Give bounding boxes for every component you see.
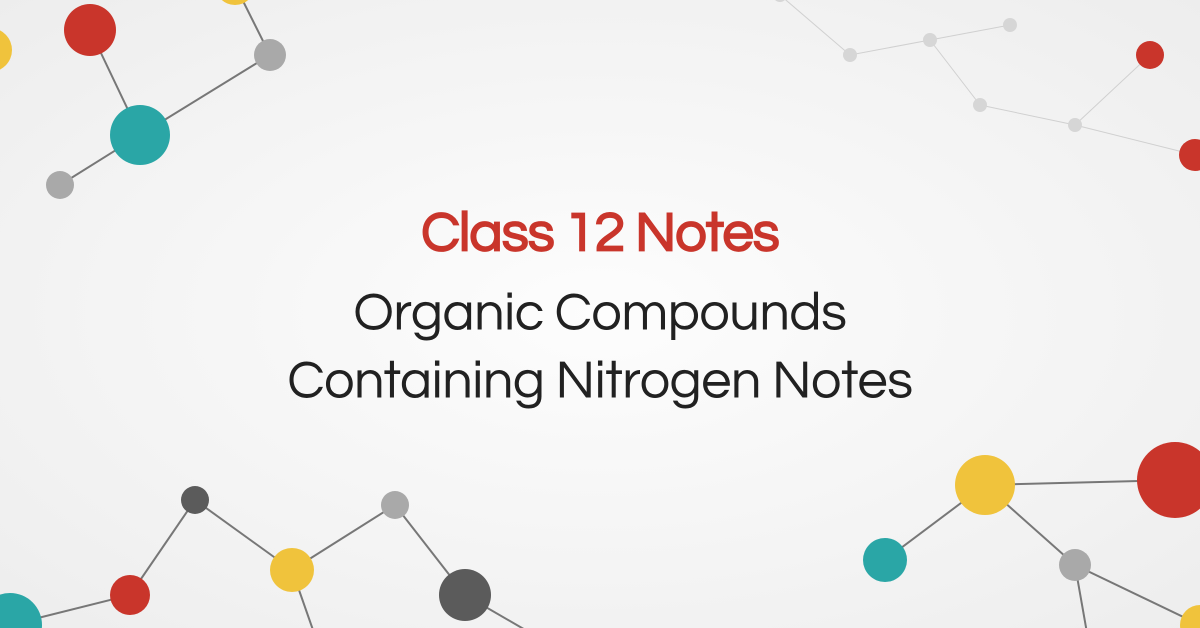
subtitle-text: Organic Compounds Containing Nitrogen No… — [0, 280, 1200, 415]
subtitle-line2: Containing Nitrogen Notes — [287, 354, 912, 409]
text-block: Class 12 Notes Organic Compounds Contain… — [0, 204, 1200, 415]
title-text: Class 12 Notes — [0, 204, 1200, 262]
subtitle-line1: Organic Compounds — [353, 286, 846, 341]
infographic-canvas: Class 12 Notes Organic Compounds Contain… — [0, 0, 1200, 628]
